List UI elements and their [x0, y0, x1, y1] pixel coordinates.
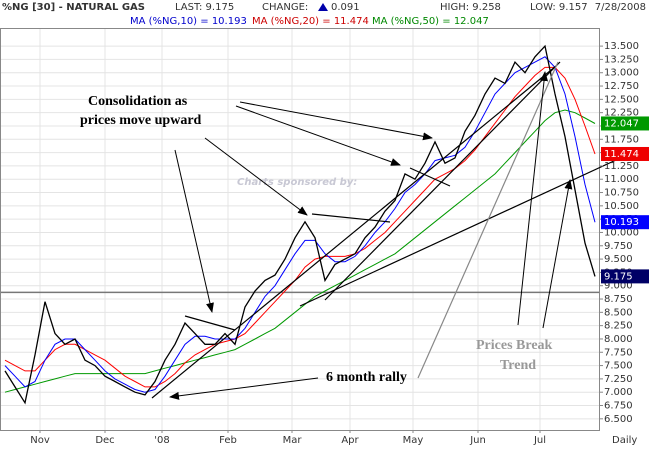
y-tick-label: 6.500	[604, 414, 633, 425]
watermark: Charts sponsored by:	[237, 177, 357, 188]
trend-line-gray	[417, 61, 559, 379]
high: HIGH: 9.258	[440, 2, 501, 13]
y-tick-label: 12.750	[604, 81, 639, 92]
y-tick-label: 7.750	[604, 347, 633, 358]
value-box-label: 11.474	[604, 149, 639, 160]
y-tick-label: 8.500	[604, 307, 633, 318]
x-tick-label: Nov	[30, 435, 50, 446]
header-bg	[0, 0, 650, 28]
x-tick-label: May	[403, 435, 424, 446]
y-tick-label: 10.750	[604, 188, 639, 199]
low: LOW: 9.157	[530, 2, 588, 13]
y-tick-label: 7.250	[604, 374, 633, 385]
legend-ma10: MA (%NG,10) = 10.193	[130, 16, 247, 27]
x-tick-label: Jul	[533, 435, 546, 446]
y-tick-label: 8.250	[604, 321, 633, 332]
y-tick-label: 13.000	[604, 68, 639, 79]
plot	[0, 28, 600, 430]
x-tick-label: Jun	[469, 435, 486, 446]
x-tick-label: Mar	[283, 435, 303, 446]
annotation: Consolidation as	[88, 94, 188, 109]
annotation: prices move upward	[80, 113, 202, 128]
value-box-label: 10.193	[604, 217, 639, 228]
y-tick-label: 7.500	[604, 361, 633, 372]
y-tick-label: 11.250	[604, 161, 639, 172]
ma-line	[4, 66, 596, 388]
price-line	[4, 44, 596, 405]
value-box	[601, 269, 649, 284]
y-tick-label: 12.250	[604, 108, 639, 119]
up-icon	[318, 3, 328, 11]
last: LAST: 9.175	[175, 2, 234, 13]
x-tick-label: Apr	[341, 435, 359, 446]
y-tick-label: 6.750	[604, 401, 633, 412]
legend-ma20: MA (%NG,20) = 11.474	[252, 16, 369, 27]
value-box	[601, 146, 649, 161]
change: 0.091	[331, 2, 360, 13]
value-box	[601, 116, 649, 131]
y-tick-label: 9.000	[604, 281, 633, 292]
value-box	[601, 215, 649, 230]
y-tick-label: 12.500	[604, 94, 639, 105]
y-tick-label: 11.750	[604, 134, 639, 145]
y-tick-label: 9.500	[604, 254, 633, 265]
y-tick-label: 10.000	[604, 227, 639, 238]
annotation: 6 month rally	[326, 370, 407, 385]
y-tick-label: 7.000	[604, 387, 633, 398]
x-tick-label: Dec	[95, 435, 114, 446]
y-tick-label: 13.500	[604, 41, 639, 52]
value-box-label: 9.175	[604, 271, 633, 282]
trend-lines	[151, 61, 643, 399]
x-suffix-label: Daily	[612, 435, 637, 446]
change-label: CHANGE:	[262, 2, 308, 13]
x-tick-label: Feb	[219, 435, 237, 446]
legend-ma50: MA (%NG,50) = 12.047	[372, 16, 489, 27]
x-tick-label: '08	[154, 435, 169, 446]
chart-title: %NG [30] - NATURAL GAS	[2, 2, 145, 13]
y-tick-label: 9.750	[604, 241, 633, 252]
y-tick-label: 13.250	[604, 54, 639, 65]
y-tick-label: 11.000	[604, 174, 639, 185]
date: 7/28/2008	[595, 2, 646, 13]
y-tick-label: 10.500	[604, 201, 639, 212]
ma-line	[4, 56, 596, 393]
plot-frame	[0, 28, 600, 431]
y-tick-label: 8.750	[604, 294, 633, 305]
annotation: Prices Break	[476, 338, 553, 353]
y-tick-label: 8.000	[604, 334, 633, 345]
value-box-label: 12.047	[604, 118, 639, 129]
annotation: Trend	[500, 358, 536, 373]
arrows	[169, 71, 573, 400]
